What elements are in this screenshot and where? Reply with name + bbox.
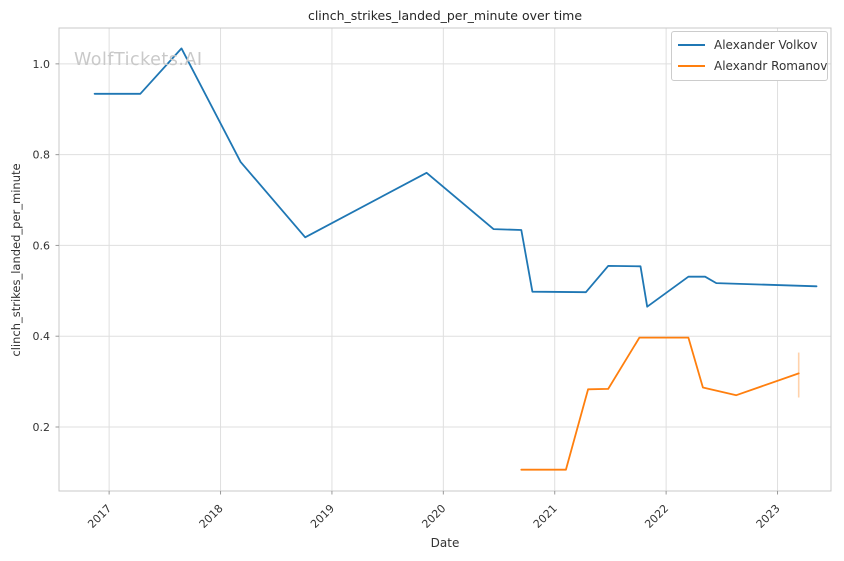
gridlines-layer <box>59 28 831 491</box>
series-line-alexander-volkov <box>93 47 818 308</box>
y-tick-label: 0.2 <box>33 421 51 434</box>
y-tick-label: 0.6 <box>33 239 51 252</box>
plot-border <box>58 27 832 492</box>
y-axis-label: clinch_strikes_landed_per_minute <box>9 163 23 357</box>
y-tick-labels: 0.2 0.4 0.6 0.8 1.0 <box>33 58 51 434</box>
legend-label-romanov: Alexandr Romanov <box>714 59 828 73</box>
x-tick-labels: 2017 2018 2019 2020 2021 2022 2023 <box>85 502 782 531</box>
x-tick-label: 2018 <box>197 502 226 531</box>
tick-marks <box>55 63 779 495</box>
legend-box: Alexander Volkov Alexandr Romanov <box>671 31 828 81</box>
x-tick-label: 2022 <box>642 502 671 531</box>
series-layer <box>93 47 818 471</box>
axes-spines <box>58 27 832 492</box>
legend-label-volkov: Alexander Volkov <box>714 38 818 52</box>
series-line-alexandr-romanov <box>520 336 800 471</box>
legend-line-swatch-volkov <box>678 44 705 46</box>
watermark: WolfTickets.AI <box>74 50 203 70</box>
x-tick-label: 2020 <box>419 502 448 531</box>
chart-title: clinch_strikes_landed_per_minute over ti… <box>307 8 583 23</box>
x-axis-label: Date <box>430 536 460 550</box>
x-tick-label: 2017 <box>85 502 114 531</box>
x-tick-label: 2019 <box>308 502 337 531</box>
y-tick-label: 0.8 <box>33 149 51 162</box>
legend-line-swatch-romanov <box>678 65 705 67</box>
y-tick-label: 1.0 <box>33 58 51 71</box>
y-tick-label: 0.4 <box>33 330 51 343</box>
legend-item-volkov: Alexander Volkov <box>678 37 818 53</box>
legend-item-romanov: Alexandr Romanov <box>678 58 827 74</box>
x-tick-label: 2023 <box>754 502 783 531</box>
x-tick-label: 2021 <box>531 502 560 531</box>
